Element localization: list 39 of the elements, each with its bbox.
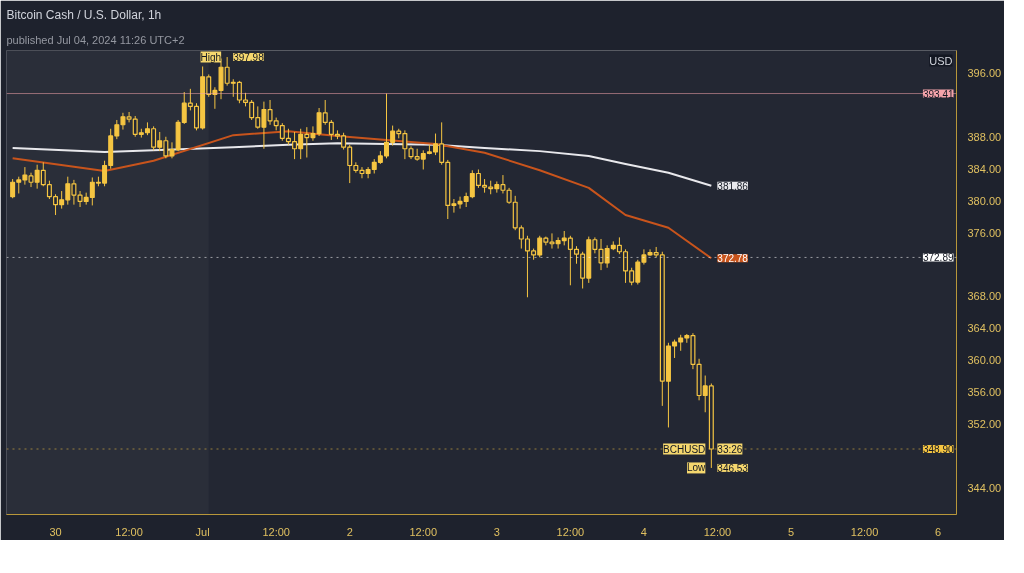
annotation: High <box>200 51 222 63</box>
annotation: BCHUSD <box>663 443 706 455</box>
line-series <box>11 130 713 260</box>
x-tick-label: 12:00 <box>850 525 879 538</box>
annotation: 346.53 <box>717 462 749 474</box>
x-tick-label: Jul <box>195 525 210 538</box>
data-label: 372.78 <box>717 253 749 265</box>
x-tick-label: 2 <box>346 525 353 538</box>
y-axis-title: USD <box>929 54 953 67</box>
x-tick-label: 12:00 <box>262 525 290 538</box>
annotation: 397.98 <box>233 52 265 64</box>
ref-line-label: 372.89 <box>922 252 954 264</box>
x-tick-label: 4 <box>640 525 647 538</box>
ref-line-label: 348.90 <box>922 444 954 456</box>
x-tick-label: 5 <box>787 525 795 538</box>
annotation: 33:26 <box>717 443 743 455</box>
y-tick-label: 388.00 <box>967 130 1002 143</box>
y-tick-label: 344.00 <box>967 482 1002 495</box>
data-label: 381.86 <box>717 180 749 192</box>
x-tick-label: 3 <box>493 525 500 538</box>
x-tick-label: 12:00 <box>556 525 585 538</box>
y-tick-label: 384.00 <box>967 162 1002 175</box>
x-tick-label: 12:00 <box>115 525 143 538</box>
x-tick-label: 30 <box>49 525 62 538</box>
y-tick-label: 368.00 <box>967 290 1002 303</box>
chart-title: Bitcoin Cash / U.S. Dollar, 1h <box>6 7 162 22</box>
chart-subtitle: published Jul 04, 2024 11:26 UTC+2 <box>6 33 185 46</box>
x-tick-label: 6 <box>935 525 942 538</box>
y-tick-label: 352.00 <box>967 418 1002 431</box>
y-tick-label: 380.00 <box>967 194 1002 207</box>
x-tick-label: 12:00 <box>409 525 438 538</box>
annotation: Low <box>686 462 707 474</box>
y-tick-label: 360.00 <box>967 354 1002 367</box>
y-tick-label: 364.00 <box>967 322 1002 335</box>
y-tick-label: 396.00 <box>967 66 1002 79</box>
y-tick-label: 356.00 <box>967 386 1002 399</box>
ref-line-label: 393.41 <box>922 88 954 100</box>
x-tick-label: 12:00 <box>703 525 732 538</box>
y-tick-label: 376.00 <box>967 226 1002 239</box>
